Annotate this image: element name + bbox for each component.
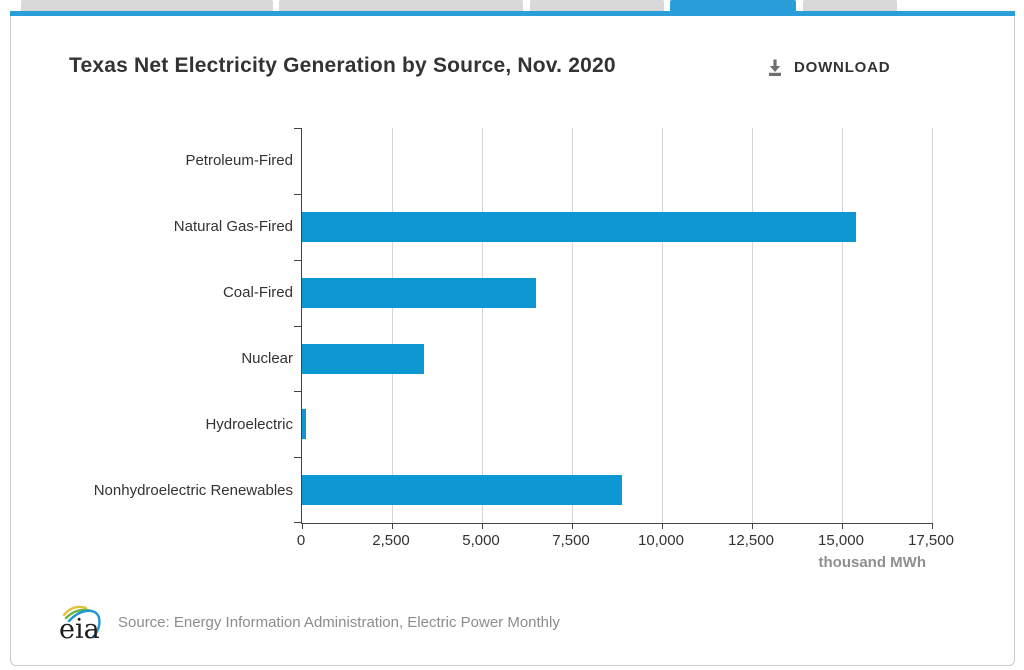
y-tick-6	[294, 522, 302, 523]
x-tick-label-12500: 12,500	[728, 532, 774, 549]
x-tick-label-5000: 5,000	[462, 532, 500, 549]
bar-nuclear[interactable]	[302, 343, 425, 374]
x-tick-0	[302, 523, 303, 529]
x-tick-label-17500: 17,500	[908, 532, 954, 549]
bar-coal-fired[interactable]	[302, 277, 536, 308]
x-tick-7500	[572, 523, 573, 529]
download-button[interactable]: DOWNLOAD	[766, 58, 890, 76]
tab-1[interactable]	[21, 0, 273, 12]
x-axis-unit: thousand MWh	[818, 554, 926, 571]
download-icon	[769, 59, 781, 76]
bar-natural-gas-fired[interactable]	[302, 211, 857, 242]
y-tick-2	[294, 259, 302, 261]
eia-logo-text: eia	[59, 614, 100, 643]
category-label-natural-gas-fired: Natural Gas-Fired	[173, 218, 293, 236]
gridline-15000	[842, 128, 843, 523]
gridline-5000	[482, 128, 483, 523]
x-tick-label-0: 0	[296, 532, 306, 549]
bar-nonhydroelectric-renewables[interactable]	[302, 475, 623, 506]
tab-5[interactable]	[803, 0, 897, 12]
chart-title: Texas Net Electricity Generation by Sour…	[69, 54, 616, 77]
x-axis-labels: 0 2,500 5,000 7,500 10,000 12,500 15,000 17,500	[297, 532, 954, 550]
category-label-petroleum-fired: Petroleum-Fired	[185, 152, 293, 170]
category-label-nonhydroelectric-renewables: Nonhydroelectric Renewables	[93, 481, 293, 499]
x-tick-label-7500: 7,500	[552, 532, 590, 549]
x-tick-label-10000: 10,000	[638, 532, 684, 549]
gridline-2500	[392, 128, 393, 523]
x-tick-5000	[482, 523, 483, 529]
gridline-17500	[932, 128, 933, 523]
y-tick-0	[294, 128, 302, 129]
tab-3[interactable]	[530, 0, 664, 12]
plot-area	[294, 128, 933, 529]
download-label: DOWNLOAD	[794, 58, 891, 76]
gridline-12500	[752, 128, 753, 523]
x-tick-12500	[752, 523, 753, 529]
x-tick-17500	[932, 523, 933, 529]
chart-footer: eia Source: Energy Information Administr…	[57, 601, 560, 643]
chart-card: Texas Net Electricity Generation by Sour…	[10, 16, 1015, 666]
y-tick-4	[294, 391, 302, 393]
y-tick-5	[294, 457, 302, 459]
y-tick-3	[294, 325, 302, 327]
x-tick-15000	[842, 523, 843, 529]
active-tab-underline	[10, 11, 1015, 17]
x-tick-label-15000: 15,000	[818, 532, 864, 549]
gridline-7500	[572, 128, 573, 523]
tab-4-active[interactable]	[670, 0, 796, 12]
bar-hydroelectric[interactable]	[302, 409, 306, 440]
x-tick-10000	[662, 523, 663, 529]
gridline-10000	[662, 128, 663, 523]
tab-2[interactable]	[279, 0, 523, 12]
category-label-nuclear: Nuclear	[241, 349, 293, 367]
x-tick-label-2500: 2,500	[372, 532, 410, 549]
x-tick-2500	[392, 523, 393, 529]
category-labels: Petroleum-Fired Natural Gas-Fired Coal-Fir…	[41, 128, 293, 523]
category-label-hydroelectric: Hydroelectric	[205, 415, 293, 433]
category-label-coal-fired: Coal-Fired	[222, 284, 293, 302]
eia-logo[interactable]: eia	[57, 601, 103, 643]
y-tick-1	[294, 193, 302, 195]
source-text: Source: Energy Information Administratio…	[118, 613, 560, 631]
